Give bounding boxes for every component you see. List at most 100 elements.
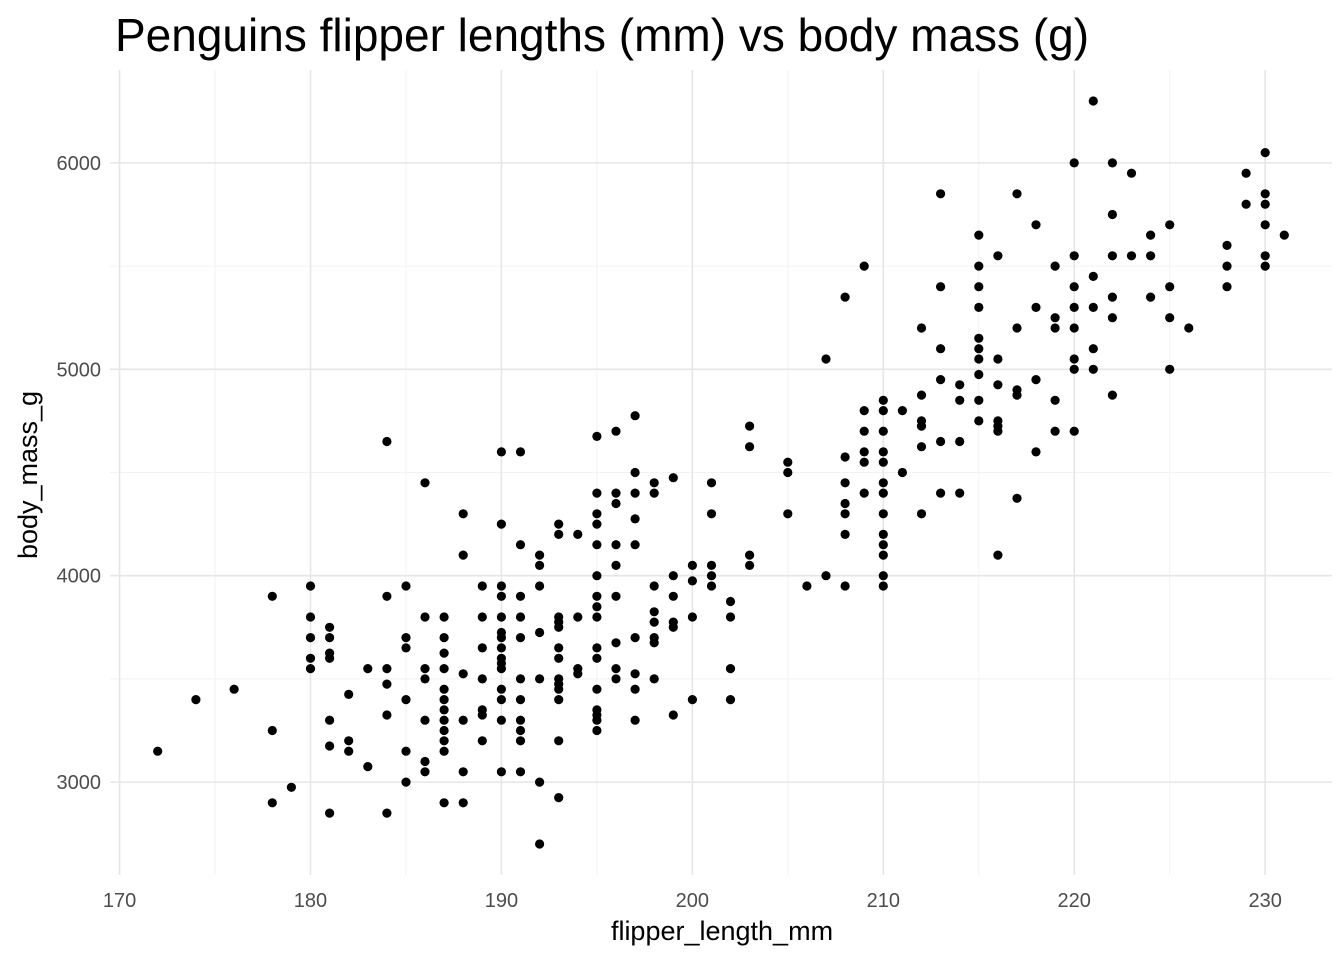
data-point	[936, 344, 946, 354]
data-point	[305, 664, 316, 674]
data-point	[592, 540, 602, 550]
data-point	[401, 633, 411, 643]
data-point	[496, 581, 506, 591]
data-point	[668, 591, 678, 601]
data-point	[878, 426, 888, 436]
data-point	[1146, 230, 1156, 240]
data-point	[1241, 199, 1251, 209]
data-point	[878, 550, 888, 560]
data-point	[592, 488, 602, 498]
data-point	[554, 622, 564, 632]
data-point	[878, 406, 888, 416]
data-point	[401, 581, 411, 591]
data-point	[840, 478, 850, 488]
data-point	[974, 344, 984, 354]
data-point	[1088, 344, 1098, 354]
data-point	[535, 627, 545, 638]
data-point	[706, 581, 717, 591]
data-point	[745, 550, 755, 560]
data-point	[1126, 168, 1137, 178]
data-point	[382, 808, 392, 818]
data-point	[974, 302, 984, 312]
data-point	[725, 612, 736, 622]
data-point	[1031, 375, 1041, 385]
data-point	[305, 612, 316, 622]
data-point	[382, 679, 392, 689]
x-tick-label: 190	[485, 890, 518, 912]
data-point	[592, 571, 602, 581]
data-point	[401, 643, 411, 653]
data-point	[1107, 158, 1117, 168]
data-point	[1165, 313, 1175, 323]
data-point	[439, 705, 449, 715]
data-point	[1088, 271, 1098, 281]
data-point	[611, 664, 621, 674]
data-point	[496, 767, 506, 777]
data-point	[630, 715, 640, 725]
data-point	[974, 369, 984, 380]
data-point	[878, 447, 888, 457]
data-point	[496, 591, 506, 601]
data-point	[515, 695, 526, 705]
data-point	[668, 571, 678, 581]
data-point	[936, 436, 946, 447]
data-point	[515, 767, 526, 777]
chart-title: Penguins flipper lengths (mm) vs body ma…	[115, 9, 1090, 61]
data-point	[515, 540, 526, 550]
data-point	[706, 560, 717, 571]
data-point	[878, 529, 888, 540]
data-point	[458, 798, 468, 808]
data-point	[859, 488, 869, 498]
data-point	[955, 395, 965, 405]
data-point	[439, 725, 449, 736]
x-tick-label: 180	[294, 890, 327, 912]
data-point	[630, 514, 640, 524]
data-point	[745, 560, 755, 571]
data-point	[439, 798, 449, 808]
data-point	[382, 436, 392, 447]
data-point	[1050, 323, 1060, 333]
data-point	[1146, 292, 1156, 302]
data-point	[840, 509, 850, 519]
data-point	[592, 431, 602, 441]
data-point	[515, 633, 526, 643]
data-point	[611, 560, 621, 571]
data-point	[630, 411, 640, 421]
data-point	[974, 354, 984, 364]
data-point	[974, 230, 984, 240]
data-point	[592, 684, 602, 694]
x-tick-label: 230	[1248, 890, 1281, 912]
data-point	[936, 189, 946, 199]
data-point	[706, 478, 717, 488]
data-point	[725, 664, 736, 674]
data-point	[458, 715, 468, 725]
data-point	[993, 380, 1003, 390]
data-point	[458, 550, 468, 560]
data-point	[916, 421, 927, 431]
data-point	[496, 612, 506, 622]
data-point	[668, 473, 678, 483]
data-point	[840, 292, 850, 302]
data-point	[916, 509, 927, 519]
data-point	[687, 695, 698, 705]
data-point	[420, 478, 430, 488]
data-point	[1260, 251, 1270, 261]
data-point	[955, 380, 965, 390]
data-point	[878, 540, 888, 550]
data-point	[458, 767, 468, 777]
data-point	[363, 664, 373, 674]
data-point	[725, 596, 736, 607]
data-point	[1165, 220, 1175, 230]
data-point	[1088, 96, 1098, 106]
data-point	[974, 416, 984, 426]
data-point	[630, 633, 640, 643]
data-point	[554, 529, 564, 540]
data-points	[153, 96, 1289, 849]
data-point	[592, 653, 602, 663]
data-point	[1165, 364, 1175, 374]
data-point	[936, 375, 946, 385]
data-point	[630, 540, 640, 550]
data-point	[439, 715, 449, 725]
data-point	[496, 643, 506, 653]
data-point	[515, 447, 526, 457]
